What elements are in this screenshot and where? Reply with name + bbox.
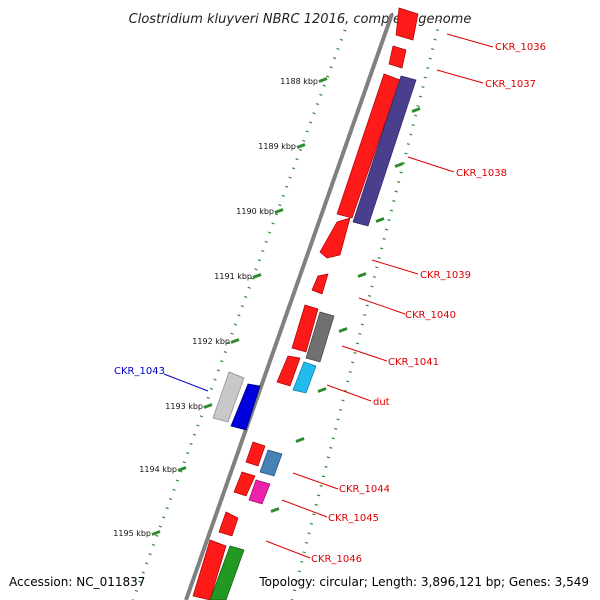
gene-ckr-1046-red-lower[interactable] bbox=[192, 539, 227, 600]
kbp-major-tick bbox=[230, 338, 240, 344]
accession-text: Accession: NC_011837 bbox=[9, 575, 145, 589]
gene-ckr-1038[interactable] bbox=[336, 73, 401, 219]
kbp-label-1194: 1194 kbp bbox=[139, 465, 177, 474]
gene-ckr-1044[interactable] bbox=[259, 449, 283, 477]
gene-ckr-1043-silver[interactable] bbox=[212, 371, 245, 423]
leader-ckr-1043 bbox=[163, 373, 209, 392]
gene-labels: CKR_1036 CKR_1037 CKR_1038 CKR_1039 CKR_… bbox=[114, 42, 546, 565]
map-title: Clostridium kluyveri NBRC 12016, complet… bbox=[129, 12, 472, 27]
kbp-major-tick bbox=[296, 143, 306, 149]
label-ckr-1046[interactable]: CKR_1046 bbox=[311, 554, 362, 565]
gene-ckr-1045-red[interactable] bbox=[233, 471, 256, 497]
gene-ckr-1038-navy[interactable] bbox=[352, 75, 417, 227]
gene-ckr-1037[interactable] bbox=[388, 45, 407, 69]
label-dut[interactable]: dut bbox=[373, 397, 390, 408]
kbp-label-1193: 1193 kbp bbox=[165, 402, 203, 411]
gene-ckr-1041-gray[interactable] bbox=[305, 311, 335, 363]
label-leaders bbox=[265, 33, 494, 559]
inner-kbp-track bbox=[131, 29, 347, 600]
outer-major-tick bbox=[357, 272, 367, 278]
genome-summary: Topology: circular; Length: 3,896,121 bp… bbox=[258, 575, 589, 589]
gene-ckr-1040[interactable] bbox=[311, 273, 329, 295]
outer-major-tick bbox=[338, 327, 348, 333]
label-ckr-1044[interactable]: CKR_1044 bbox=[339, 484, 390, 495]
label-ckr-1045[interactable]: CKR_1045 bbox=[328, 513, 379, 524]
kbp-labels: 1188 kbp 1189 kbp 1190 kbp 1191 kbp 1192… bbox=[113, 77, 318, 538]
outer-major-tick bbox=[270, 507, 280, 513]
genes bbox=[192, 7, 419, 600]
label-ckr-1037[interactable]: CKR_1037 bbox=[485, 79, 536, 90]
outer-major-tick bbox=[317, 387, 327, 393]
kbp-label-1188: 1188 kbp bbox=[280, 77, 318, 86]
label-ckr-1039[interactable]: CKR_1039 bbox=[420, 270, 471, 281]
label-ckr-1038[interactable]: CKR_1038 bbox=[456, 168, 507, 179]
kbp-major-tick bbox=[203, 403, 213, 409]
gene-ckr-1041[interactable] bbox=[291, 304, 319, 353]
outer-major-tick bbox=[295, 437, 305, 443]
label-ckr-1040[interactable]: CKR_1040 bbox=[405, 310, 456, 321]
gene-ckr-1044-red[interactable] bbox=[245, 441, 266, 467]
gene-ckr-1046[interactable] bbox=[209, 545, 245, 600]
gene-ckr-1045[interactable] bbox=[248, 479, 271, 505]
gene-ckr-1039[interactable] bbox=[319, 217, 351, 259]
kbp-ticks bbox=[151, 77, 421, 536]
label-ckr-1041[interactable]: CKR_1041 bbox=[388, 357, 439, 368]
kbp-label-1195: 1195 kbp bbox=[113, 529, 151, 538]
outer-major-tick bbox=[411, 107, 421, 113]
label-ckr-1043[interactable]: CKR_1043 bbox=[114, 366, 165, 377]
kbp-label-1190: 1190 kbp bbox=[236, 207, 274, 216]
kbp-label-1189: 1189 kbp bbox=[258, 142, 296, 151]
outer-major-tick bbox=[375, 217, 385, 223]
kbp-major-tick bbox=[274, 208, 284, 214]
gene-ckr-1043[interactable] bbox=[230, 383, 261, 431]
kbp-major-tick bbox=[151, 530, 161, 536]
gene-dut-red[interactable] bbox=[276, 355, 301, 387]
gene-ckr-1046-red[interactable] bbox=[218, 511, 239, 537]
genome-backbone bbox=[184, 13, 394, 600]
kbp-major-tick bbox=[252, 273, 262, 279]
gene-dut[interactable] bbox=[292, 361, 317, 394]
kbp-major-tick bbox=[318, 77, 328, 83]
label-ckr-1036[interactable]: CKR_1036 bbox=[495, 42, 546, 53]
kbp-label-1191: 1191 kbp bbox=[214, 272, 252, 281]
kbp-label-1192: 1192 kbp bbox=[192, 337, 230, 346]
outer-major-tick bbox=[394, 162, 404, 168]
kbp-major-tick bbox=[177, 466, 187, 472]
gene-ckr-1036[interactable] bbox=[395, 7, 419, 41]
